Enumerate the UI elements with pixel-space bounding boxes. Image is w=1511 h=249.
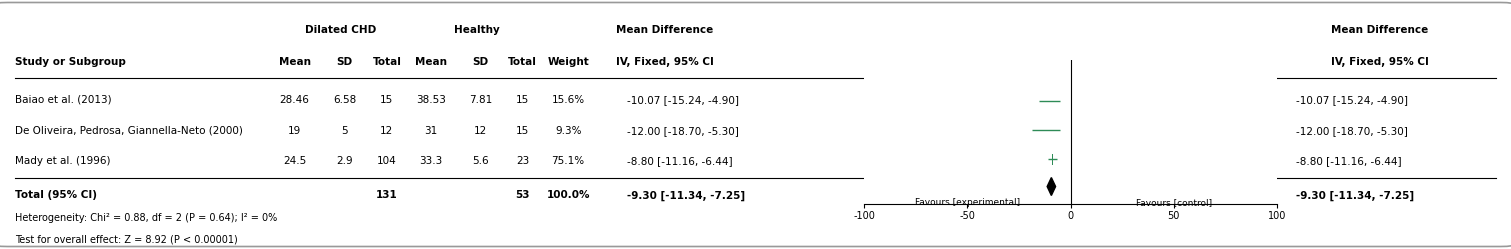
Text: -8.80 [-11.16, -6.44]: -8.80 [-11.16, -6.44] (627, 156, 733, 166)
Text: 15: 15 (517, 126, 529, 136)
Text: 23: 23 (517, 156, 529, 166)
Text: 53: 53 (515, 190, 530, 200)
Text: 7.81: 7.81 (468, 95, 493, 105)
Polygon shape (1047, 178, 1056, 195)
Text: IV, Fixed, 95% CI: IV, Fixed, 95% CI (1331, 57, 1428, 67)
Text: 31: 31 (425, 126, 437, 136)
Text: 38.53: 38.53 (416, 95, 446, 105)
Text: Total: Total (372, 57, 402, 67)
Text: Heterogeneity: Chi² = 0.88, df = 2 (P = 0.64); I² = 0%: Heterogeneity: Chi² = 0.88, df = 2 (P = … (15, 213, 278, 223)
Text: Baiao et al. (2013): Baiao et al. (2013) (15, 95, 112, 105)
Text: 24.5: 24.5 (283, 156, 307, 166)
Text: 5: 5 (341, 126, 348, 136)
Text: 2.9: 2.9 (335, 156, 354, 166)
Text: Study or Subgroup: Study or Subgroup (15, 57, 125, 67)
Text: 19: 19 (289, 126, 301, 136)
Text: Mean: Mean (278, 57, 311, 67)
Text: Weight: Weight (547, 57, 589, 67)
Text: Dilated CHD: Dilated CHD (305, 25, 376, 35)
Text: -8.80 [-11.16, -6.44]: -8.80 [-11.16, -6.44] (1296, 156, 1402, 166)
Text: Total: Total (508, 57, 538, 67)
Text: Mean Difference: Mean Difference (1331, 25, 1428, 35)
Text: Mady et al. (1996): Mady et al. (1996) (15, 156, 110, 166)
Text: 12: 12 (474, 126, 487, 136)
Text: Total (95% CI): Total (95% CI) (15, 190, 97, 200)
Text: 6.58: 6.58 (332, 95, 357, 105)
Text: -10.07 [-15.24, -4.90]: -10.07 [-15.24, -4.90] (627, 95, 739, 105)
Text: 12: 12 (381, 126, 393, 136)
Text: Test for overall effect: Z = 8.92 (P < 0.00001): Test for overall effect: Z = 8.92 (P < 0… (15, 234, 237, 244)
Text: 100.0%: 100.0% (547, 190, 589, 200)
Text: -9.30 [-11.34, -7.25]: -9.30 [-11.34, -7.25] (627, 190, 745, 201)
Text: 15.6%: 15.6% (552, 95, 585, 105)
Text: 104: 104 (376, 156, 397, 166)
Text: 15: 15 (517, 95, 529, 105)
Text: Healthy: Healthy (453, 25, 500, 35)
Text: Favours [experimental]: Favours [experimental] (914, 198, 1020, 207)
Text: -12.00 [-18.70, -5.30]: -12.00 [-18.70, -5.30] (627, 126, 739, 136)
Text: 75.1%: 75.1% (552, 156, 585, 166)
Text: 5.6: 5.6 (471, 156, 490, 166)
Text: Mean Difference: Mean Difference (616, 25, 713, 35)
Text: Mean: Mean (414, 57, 447, 67)
Text: 15: 15 (381, 95, 393, 105)
Text: 9.3%: 9.3% (555, 126, 582, 136)
Text: De Oliveira, Pedrosa, Giannella-Neto (2000): De Oliveira, Pedrosa, Giannella-Neto (20… (15, 126, 243, 136)
Text: -9.30 [-11.34, -7.25]: -9.30 [-11.34, -7.25] (1296, 190, 1414, 201)
Text: 33.3: 33.3 (419, 156, 443, 166)
Text: -12.00 [-18.70, -5.30]: -12.00 [-18.70, -5.30] (1296, 126, 1408, 136)
Text: -10.07 [-15.24, -4.90]: -10.07 [-15.24, -4.90] (1296, 95, 1408, 105)
Text: SD: SD (473, 57, 488, 67)
Text: 28.46: 28.46 (280, 95, 310, 105)
Text: SD: SD (337, 57, 352, 67)
Text: 131: 131 (376, 190, 397, 200)
Text: Favours [control]: Favours [control] (1136, 198, 1212, 207)
Text: IV, Fixed, 95% CI: IV, Fixed, 95% CI (616, 57, 713, 67)
